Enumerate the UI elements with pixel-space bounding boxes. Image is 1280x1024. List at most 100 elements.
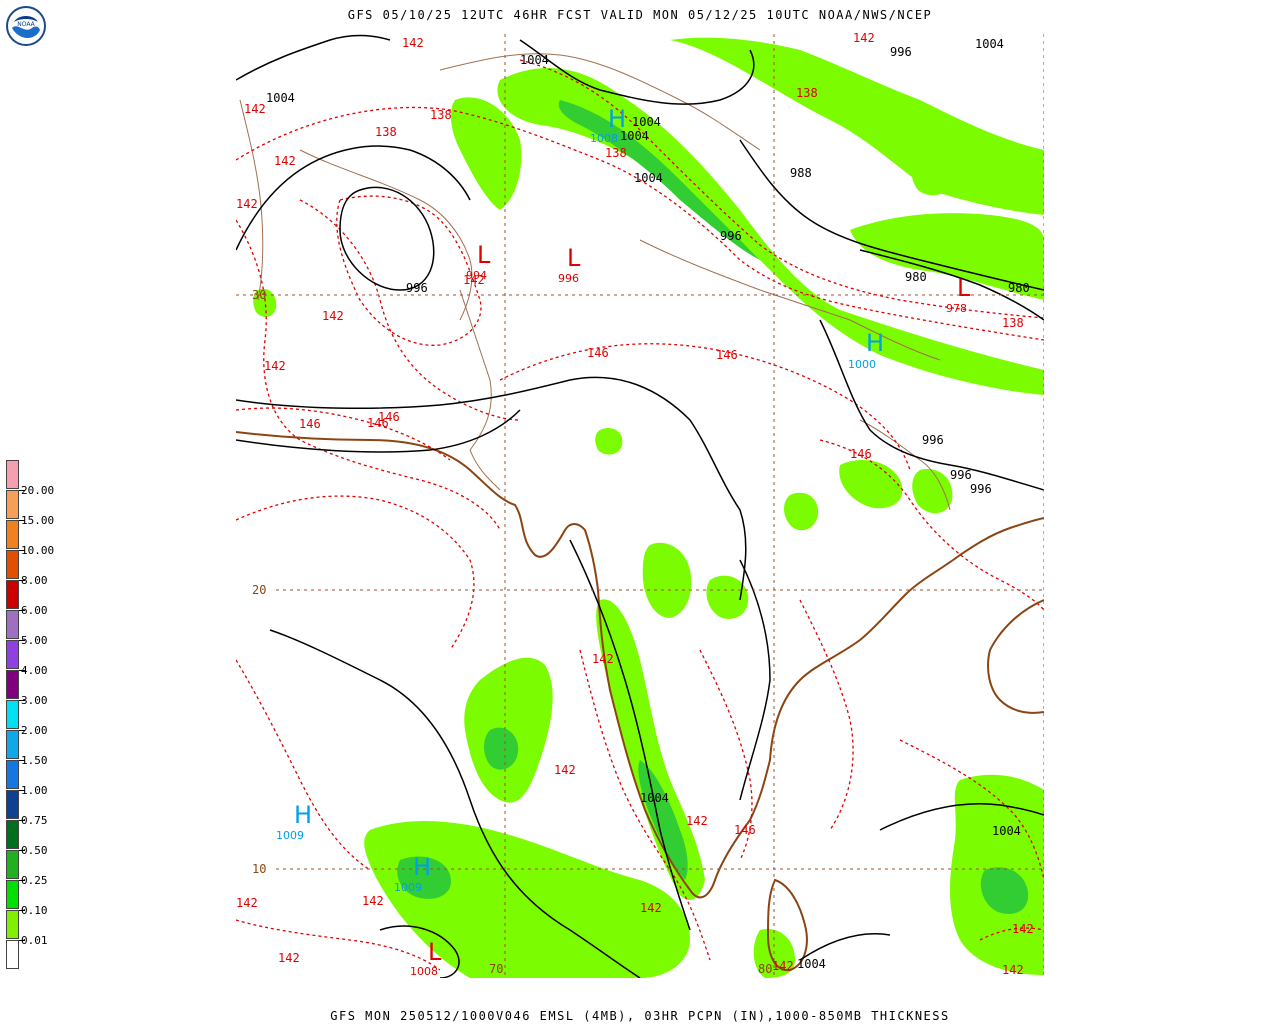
coastline-sri-lanka bbox=[766, 878, 808, 972]
thickness-label: 142 bbox=[322, 309, 344, 323]
thickness-label: 146 bbox=[850, 447, 872, 461]
isobar-label: 1004 bbox=[975, 37, 1004, 51]
precip-area-orissa bbox=[784, 492, 819, 531]
isobar-label: 1004 bbox=[520, 53, 549, 67]
grid-label-lon70: 70 bbox=[489, 962, 503, 976]
border-bangladesh bbox=[859, 419, 951, 511]
grid-label-lat10: 10 bbox=[252, 862, 266, 876]
legend-label: 10.00 bbox=[21, 544, 55, 557]
thickness-142-se bbox=[979, 927, 1044, 941]
legend-label: 15.00 bbox=[21, 514, 55, 527]
isobar-label: 996 bbox=[720, 229, 742, 243]
border-pakistan-india bbox=[459, 289, 501, 491]
thickness-label: 138 bbox=[1002, 316, 1024, 330]
thickness-label: 138 bbox=[605, 146, 627, 160]
legend-swatch bbox=[6, 520, 19, 549]
thickness-142-loop bbox=[336, 195, 482, 346]
grid-label-lon80: 80 bbox=[758, 962, 772, 976]
thickness-146-west bbox=[236, 407, 451, 461]
thickness-label: 138 bbox=[796, 86, 818, 100]
thickness-label: 142 bbox=[1002, 963, 1024, 977]
thickness-label: 142 bbox=[236, 197, 258, 211]
legend-tick bbox=[19, 580, 25, 581]
legend-swatch bbox=[6, 640, 19, 669]
high-value: 1000 bbox=[848, 358, 876, 371]
legend-tick bbox=[19, 940, 25, 941]
thickness-contours bbox=[236, 59, 1044, 971]
legend-label: 0.10 bbox=[21, 904, 48, 917]
coastline-myanmar bbox=[987, 599, 1044, 714]
precip-area-tibet-north bbox=[670, 37, 1044, 215]
isobar-label: 980 bbox=[1008, 281, 1030, 295]
thickness-label: 146 bbox=[587, 346, 609, 360]
legend-swatch bbox=[6, 760, 19, 789]
precipitation-areas bbox=[253, 37, 1044, 978]
isobar-label: 996 bbox=[950, 468, 972, 482]
isobar-label: 1004 bbox=[640, 791, 669, 805]
thickness-label: 142 bbox=[640, 901, 662, 915]
map-title: GFS 05/10/25 12UTC 46HR FCST VALID MON 0… bbox=[347, 8, 933, 22]
thickness-label: 142 bbox=[463, 273, 485, 287]
isobar-1004-north bbox=[236, 34, 391, 81]
thickness-label: 142 bbox=[592, 652, 614, 666]
precip-area-indian-ocean bbox=[364, 820, 690, 978]
legend-swatch bbox=[6, 550, 19, 579]
legend-swatch bbox=[6, 610, 19, 639]
isobar-label: 1004 bbox=[266, 91, 295, 105]
isobar-label: 1004 bbox=[632, 115, 661, 129]
legend-swatch bbox=[6, 580, 19, 609]
legend-swatch bbox=[6, 700, 19, 729]
thickness-labels: 142 142 142 142 142 142 142 142 142 142 … bbox=[236, 31, 1034, 977]
legend-swatch bbox=[6, 880, 19, 909]
isobar-label: 1004 bbox=[992, 824, 1021, 838]
high-value: 1009 bbox=[394, 881, 422, 894]
thickness-146-central bbox=[499, 343, 911, 471]
isobar-label: 988 bbox=[790, 166, 812, 180]
legend-label: 0.50 bbox=[21, 844, 48, 857]
legend-tick bbox=[19, 640, 25, 641]
isobar-label: 996 bbox=[970, 482, 992, 496]
isobar-label: 996 bbox=[922, 433, 944, 447]
precip-area-arabian-sea-core bbox=[484, 727, 519, 770]
coastlines-and-borders bbox=[236, 53, 1044, 972]
thickness-label: 142 bbox=[244, 102, 266, 116]
isobar-996-east bbox=[819, 319, 1044, 491]
legend-label: 2.00 bbox=[21, 724, 48, 737]
thickness-label: 146 bbox=[299, 417, 321, 431]
isobars bbox=[236, 34, 1044, 978]
legend-label: 4.00 bbox=[21, 664, 48, 677]
coastline-arabia-pakistan bbox=[236, 431, 1044, 899]
thickness-label: 138 bbox=[430, 108, 452, 122]
low-symbol: L bbox=[567, 244, 581, 272]
thickness-138-himalaya bbox=[519, 59, 1044, 319]
precip-area-bangladesh bbox=[839, 460, 903, 509]
precip-area-indian-ocean-core bbox=[397, 856, 451, 899]
low-value: 996 bbox=[558, 272, 579, 285]
thickness-label: 142 bbox=[274, 154, 296, 168]
legend-tick bbox=[19, 670, 25, 671]
thickness-label: 142 bbox=[686, 814, 708, 828]
legend-tick bbox=[19, 760, 25, 761]
legend-label: 8.00 bbox=[21, 574, 48, 587]
low-value: 1008 bbox=[410, 965, 438, 978]
legend-label: 5.00 bbox=[21, 634, 48, 647]
legend-tick bbox=[19, 730, 25, 731]
legend-label: 20.00 bbox=[21, 484, 55, 497]
legend-tick bbox=[19, 820, 25, 821]
isobar-1004-deccan bbox=[569, 539, 691, 931]
isobar-1004-ocean bbox=[269, 629, 641, 978]
thickness-label: 142 bbox=[772, 959, 794, 973]
thickness-146-bay bbox=[699, 649, 753, 861]
isobar-label: 996 bbox=[406, 281, 428, 295]
high-symbol: H bbox=[294, 801, 312, 829]
precip-area-northeast bbox=[911, 149, 956, 196]
thickness-label: 146 bbox=[716, 348, 738, 362]
thickness-label: 142 bbox=[554, 763, 576, 777]
legend-label: 0.25 bbox=[21, 874, 48, 887]
thickness-142-west bbox=[236, 219, 501, 531]
isobar-1004-central bbox=[236, 409, 521, 453]
thickness-label: 146 bbox=[367, 416, 389, 430]
noaa-logo-icon: NOAA bbox=[6, 6, 46, 46]
precip-area-myanmar bbox=[912, 469, 953, 514]
